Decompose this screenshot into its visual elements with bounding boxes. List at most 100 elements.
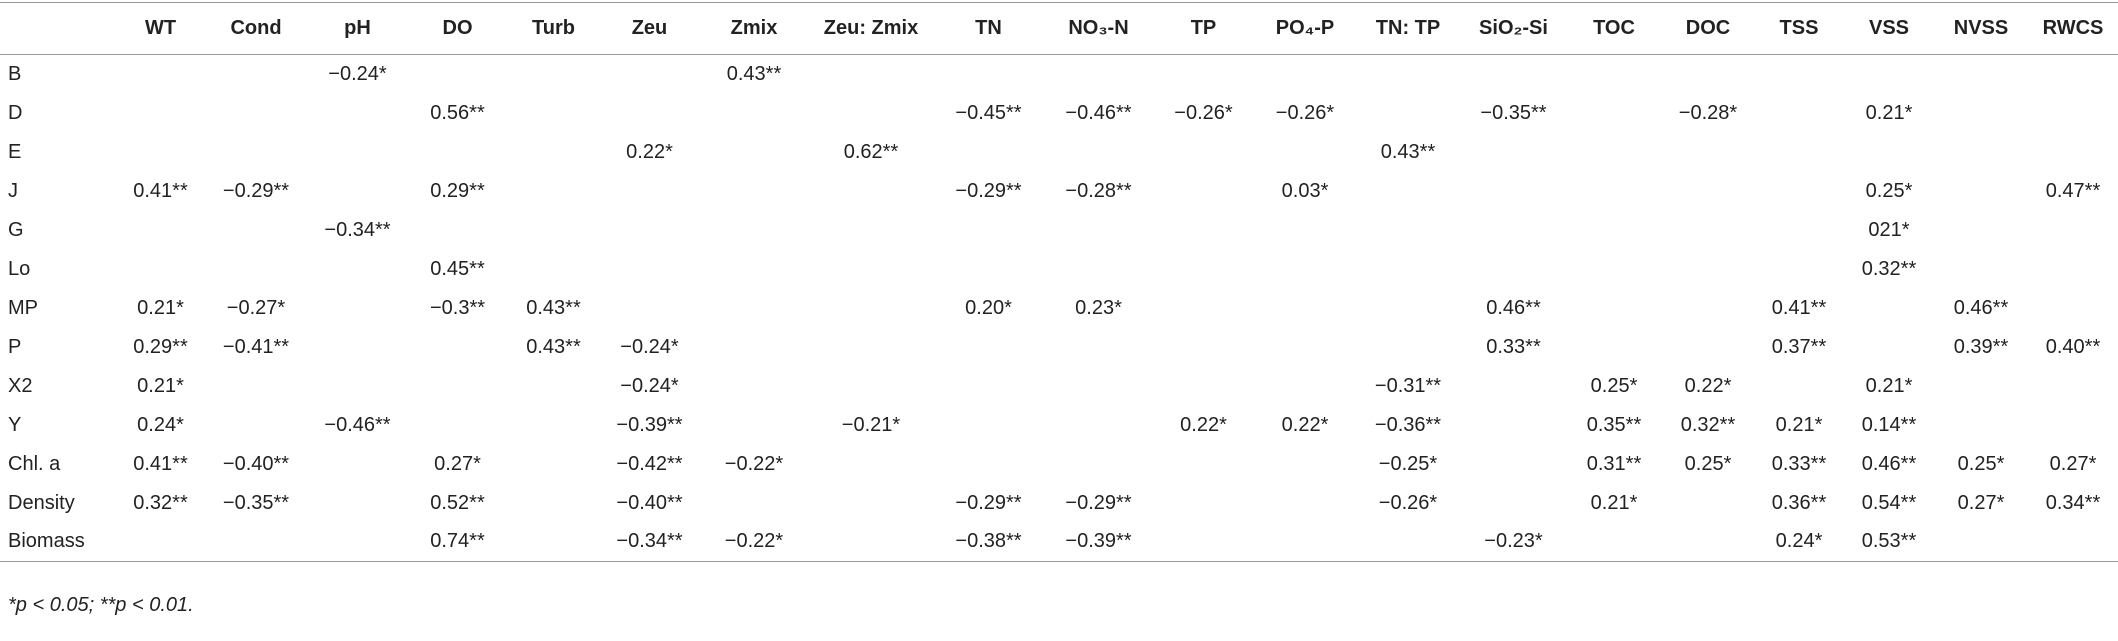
correlation-cell: −0.46** bbox=[324, 413, 391, 436]
correlation-cell bbox=[698, 289, 810, 328]
correlation-cell: −0.40** bbox=[222, 452, 290, 475]
correlation-cell: 0.25* bbox=[1957, 452, 2005, 475]
correlation-cell bbox=[306, 328, 409, 367]
correlation-cell bbox=[1662, 55, 1754, 94]
correlation-cell bbox=[932, 445, 1045, 484]
correlation-cell bbox=[1255, 523, 1355, 562]
table-row: Density 0.32** −0.35** 0.52** −0.40** −0.29**… bbox=[0, 484, 2118, 523]
correlation-cell bbox=[1355, 523, 1461, 562]
correlation-cell: 0.32** bbox=[1680, 413, 1736, 436]
correlation-cell bbox=[506, 94, 601, 133]
correlation-cell: −0.24* bbox=[620, 335, 679, 358]
correlation-cell: 0.62** bbox=[843, 140, 899, 163]
correlation-cell: 0.33** bbox=[1486, 335, 1541, 358]
correlation-cell bbox=[1754, 211, 1844, 250]
correlation-cell bbox=[306, 523, 409, 562]
correlation-cell bbox=[506, 445, 601, 484]
correlation-cell: 0.22* bbox=[1281, 413, 1329, 436]
correlation-cell bbox=[306, 94, 409, 133]
column-header: Zmix bbox=[730, 17, 778, 39]
correlation-cell bbox=[1152, 211, 1255, 250]
correlation-cell: 0.24* bbox=[137, 413, 184, 436]
correlation-cell bbox=[1255, 289, 1355, 328]
correlation-cell bbox=[1461, 250, 1566, 289]
column-header: RWCS bbox=[2042, 17, 2104, 39]
correlation-cell bbox=[1754, 250, 1844, 289]
correlation-cell: −0.39** bbox=[616, 413, 683, 436]
correlation-cell bbox=[115, 523, 206, 562]
column-header: Cond bbox=[230, 17, 282, 39]
correlation-cell bbox=[506, 406, 601, 445]
correlation-cell: −0.25* bbox=[1378, 452, 1438, 475]
correlation-cell bbox=[932, 55, 1045, 94]
correlation-cell bbox=[1152, 133, 1255, 172]
column-header: SiO₂-Si bbox=[1479, 17, 1548, 39]
correlation-cell bbox=[409, 328, 506, 367]
correlation-cell bbox=[1045, 250, 1152, 289]
row-label: E bbox=[8, 140, 22, 163]
table-row: P 0.29** −0.41** 0.43** −0.24* 0.33** 0.37** 0.… bbox=[0, 328, 2118, 367]
correlation-cell bbox=[698, 94, 810, 133]
correlation-cell: −0.36** bbox=[1374, 413, 1442, 436]
correlation-cell bbox=[1152, 367, 1255, 406]
correlation-cell: 0.24* bbox=[1775, 530, 1823, 553]
table-head: WT Cond pH DO Turb Zeu Zmix Zeu: Zmix TN NO₃-N TP P… bbox=[0, 2, 2118, 55]
correlation-table: WT Cond pH DO Turb Zeu Zmix Zeu: Zmix TN NO₃-N TP P… bbox=[0, 2, 2118, 562]
correlation-cell bbox=[1566, 172, 1662, 211]
row-label: J bbox=[8, 179, 18, 202]
correlation-cell bbox=[206, 523, 306, 562]
correlation-cell bbox=[115, 250, 206, 289]
correlation-cell: −0.41** bbox=[222, 335, 290, 358]
correlation-cell bbox=[1662, 250, 1754, 289]
correlation-cell: 0.40** bbox=[2045, 335, 2101, 358]
correlation-cell bbox=[810, 328, 932, 367]
row-label: D bbox=[8, 101, 23, 124]
correlation-cell bbox=[1255, 367, 1355, 406]
correlation-cell bbox=[1461, 133, 1566, 172]
correlation-cell bbox=[1255, 445, 1355, 484]
correlation-cell bbox=[1355, 94, 1461, 133]
table-row: J 0.41** −0.29** 0.29** −0.29** −0.28** 0.03* 0… bbox=[0, 172, 2118, 211]
correlation-cell bbox=[810, 367, 932, 406]
correlation-cell: 0.46** bbox=[1953, 296, 2009, 319]
correlation-cell: 0.45** bbox=[430, 257, 485, 280]
correlation-cell: 0.21* bbox=[137, 296, 184, 319]
correlation-cell bbox=[1934, 133, 2028, 172]
column-header: WT bbox=[144, 17, 177, 39]
correlation-cell bbox=[1152, 55, 1255, 94]
correlation-cell: −0.21* bbox=[841, 413, 901, 436]
row-label: P bbox=[8, 335, 22, 358]
correlation-cell: 0.21* bbox=[1590, 491, 1638, 514]
correlation-cell bbox=[932, 406, 1045, 445]
table-row: MP 0.21* −0.27* −0.3** 0.43** 0.20* 0.23* 0.46*… bbox=[0, 289, 2118, 328]
correlation-cell bbox=[1566, 328, 1662, 367]
correlation-cell bbox=[409, 367, 506, 406]
correlation-cell bbox=[306, 250, 409, 289]
row-label: Y bbox=[8, 413, 22, 436]
column-header: pH bbox=[344, 17, 371, 39]
table-row: D 0.56** −0.45** −0.46** −0.26* −0.26* −0.35**… bbox=[0, 94, 2118, 133]
correlation-cell: −0.28** bbox=[1065, 179, 1132, 202]
column-header: Zeu: Zmix bbox=[823, 17, 919, 39]
correlation-cell bbox=[2028, 367, 2118, 406]
correlation-cell bbox=[2028, 133, 2118, 172]
table-row: G −0.34** 021* bbox=[0, 211, 2118, 250]
correlation-cell: −0.29** bbox=[955, 491, 1022, 514]
correlation-cell bbox=[810, 289, 932, 328]
table-row: B −0.24* 0.43** bbox=[0, 55, 2118, 94]
correlation-cell: 0.29** bbox=[133, 335, 188, 358]
correlation-cell bbox=[115, 133, 206, 172]
correlation-cell bbox=[1566, 250, 1662, 289]
correlation-cell bbox=[1754, 94, 1844, 133]
correlation-cell bbox=[306, 133, 409, 172]
correlation-cell bbox=[506, 250, 601, 289]
correlation-cell: −0.26* bbox=[1275, 101, 1335, 124]
correlation-cell bbox=[932, 211, 1045, 250]
correlation-cell bbox=[932, 250, 1045, 289]
correlation-cell: 0.56** bbox=[430, 101, 485, 124]
correlation-cell bbox=[810, 172, 932, 211]
correlation-cell bbox=[932, 328, 1045, 367]
correlation-cell bbox=[409, 133, 506, 172]
correlation-cell: 0.25* bbox=[1684, 452, 1732, 475]
